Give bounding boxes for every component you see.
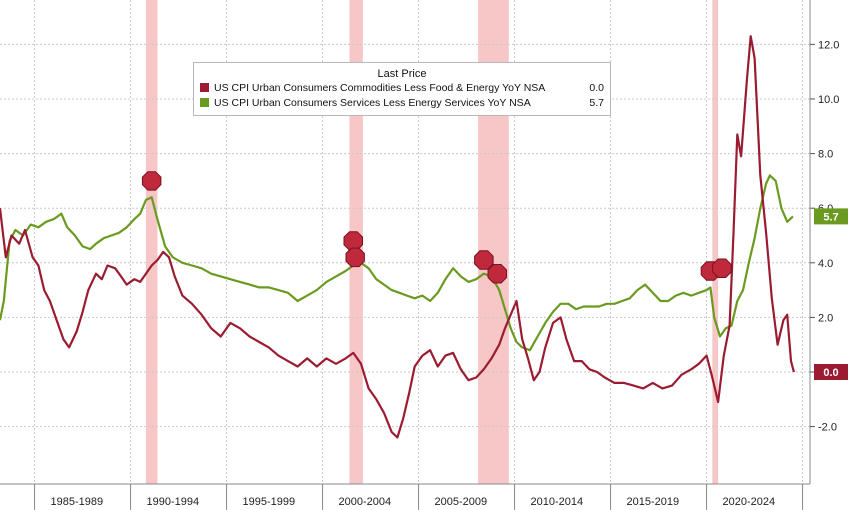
legend-entry-core-goods: US CPI Urban Consumers Commodities Less … [194,80,610,95]
x-tick-label-3: 2000-2004 [338,496,391,508]
last-value-label-services: 5.7 [823,211,838,223]
recession-marker-6 [712,258,732,278]
legend: Last Price US CPI Urban Consumers Commod… [193,62,611,116]
recession-band-0 [145,0,158,484]
legend-title: Last Price [377,68,427,80]
series-line-services [0,174,794,352]
last-value-labels: 5.7 0.0 [814,208,848,380]
recession-band-3 [712,0,719,484]
legend-entry-services: US CPI Urban Consumers Services Less Ene… [194,95,610,110]
series-lines [0,35,795,439]
x-tick-label-2: 1995-1999 [242,496,295,508]
x-tick-label-7: 2020-2024 [722,496,775,508]
x-tick-label-6: 2015-2019 [626,496,679,508]
x-tick-label-5: 2010-2014 [530,496,583,508]
legend-value-services: 5.7 [589,96,604,109]
last-value-box-services [814,208,848,225]
x-tick-label-0: 1985-1989 [50,496,103,508]
legend-swatch-core-goods [200,83,209,92]
x-tick-label-1: 1990-1994 [146,496,199,508]
y-tick-label-7: -2.0 [818,422,837,434]
legend-swatch-services [200,98,209,107]
y-tick-label-0: 12.0 [818,39,839,51]
recession-marker-4 [487,264,507,284]
y-tick-label-5: 2.0 [818,312,833,324]
legend-label-core-goods: US CPI Urban Consumers Commodities Less … [214,81,546,94]
y-tick-label-1: 10.0 [818,94,839,106]
y-axis-background [810,0,848,484]
legend-label-services: US CPI Urban Consumers Services Less Ene… [214,96,531,109]
legend-value-core-goods: 0.0 [589,81,604,94]
recession-marker-2 [345,247,365,268]
last-value-box-core_goods [814,364,848,380]
x-axis: 1985-1989 1990-1994 1995-1999 2000-2004 2005… [0,483,848,510]
y-tick-label-4: 4.0 [818,258,833,270]
series-line-core_goods [0,35,795,439]
x-tick-label-4: 2005-2009 [434,496,487,508]
y-axis: 12.010.08.06.04.02.00.0-2.0 [809,0,848,484]
recession-marker-3 [474,250,494,270]
recession-markers [141,171,732,284]
last-value-label-core_goods: 0.0 [823,367,838,379]
recession-marker-0 [141,171,162,191]
x-axis-background [0,484,848,510]
recession-marker-1 [343,231,363,251]
y-tick-label-2: 8.0 [818,149,833,161]
